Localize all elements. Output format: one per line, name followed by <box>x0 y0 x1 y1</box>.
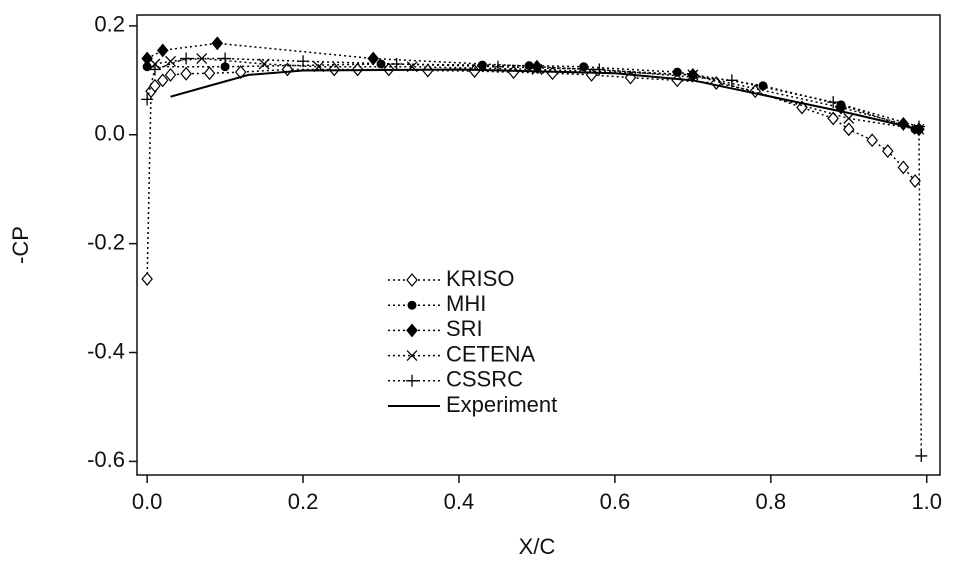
marker <box>156 43 169 58</box>
marker <box>141 93 154 106</box>
legend-marker <box>406 350 418 362</box>
legend-label: Experiment <box>446 392 557 417</box>
y-tick-label: -0.6 <box>87 447 125 472</box>
marker <box>156 73 169 88</box>
legend-label: CSSRC <box>446 367 523 392</box>
marker <box>219 52 232 65</box>
marker <box>196 53 208 65</box>
legend-label: MHI <box>446 291 486 316</box>
marker <box>827 96 840 109</box>
marker <box>390 57 403 70</box>
marker <box>180 52 193 65</box>
marker <box>180 66 192 81</box>
y-tick-label: -0.4 <box>87 338 125 363</box>
marker <box>297 55 310 68</box>
marker <box>234 65 247 80</box>
series-line <box>170 68 920 131</box>
series-line <box>146 42 920 131</box>
marker <box>909 174 921 188</box>
legend-label: SRI <box>446 316 483 341</box>
marker <box>915 449 928 462</box>
marker <box>866 133 878 148</box>
legend-label: KRISO <box>446 266 514 291</box>
x-tick-label: 0.0 <box>132 489 163 514</box>
x-tick-label: 0.6 <box>600 489 631 514</box>
y-tick-label: -0.2 <box>87 229 125 254</box>
marker <box>585 67 598 82</box>
marker <box>203 66 216 81</box>
plot-frame <box>136 14 941 476</box>
marker <box>141 272 153 286</box>
marker <box>546 66 559 81</box>
y-tick-label: 0.2 <box>94 12 125 37</box>
marker <box>165 55 176 67</box>
marker <box>141 51 153 66</box>
marker <box>211 36 224 51</box>
marker <box>367 51 380 66</box>
marker <box>843 112 855 124</box>
marker <box>897 160 910 175</box>
x-tick-label: 1.0 <box>911 489 942 514</box>
marker <box>758 81 768 91</box>
marker <box>881 144 894 159</box>
marker <box>579 62 589 72</box>
x-axis-title: X/C <box>519 534 556 559</box>
marker <box>220 62 230 72</box>
marker <box>148 63 161 76</box>
marker <box>164 67 177 82</box>
y-axis-title: -CP <box>8 226 33 264</box>
marker <box>477 60 487 70</box>
x-tick-label: 0.8 <box>756 489 787 514</box>
marker <box>376 59 386 69</box>
legend-marker <box>406 323 418 338</box>
series-line <box>146 57 923 456</box>
marker <box>827 111 839 126</box>
marker <box>725 74 738 87</box>
y-tick-label: 0.0 <box>94 121 125 146</box>
legend-marker <box>407 300 417 310</box>
marker <box>843 122 855 137</box>
legend-label: CETENA <box>446 341 536 366</box>
x-tick-label: 0.4 <box>444 489 475 514</box>
marker <box>687 69 699 81</box>
marker <box>531 63 543 75</box>
x-tick-label: 0.2 <box>288 489 319 514</box>
series-line <box>146 68 916 280</box>
legend-marker <box>406 374 418 387</box>
marker <box>912 120 925 133</box>
legend-marker <box>406 273 418 287</box>
